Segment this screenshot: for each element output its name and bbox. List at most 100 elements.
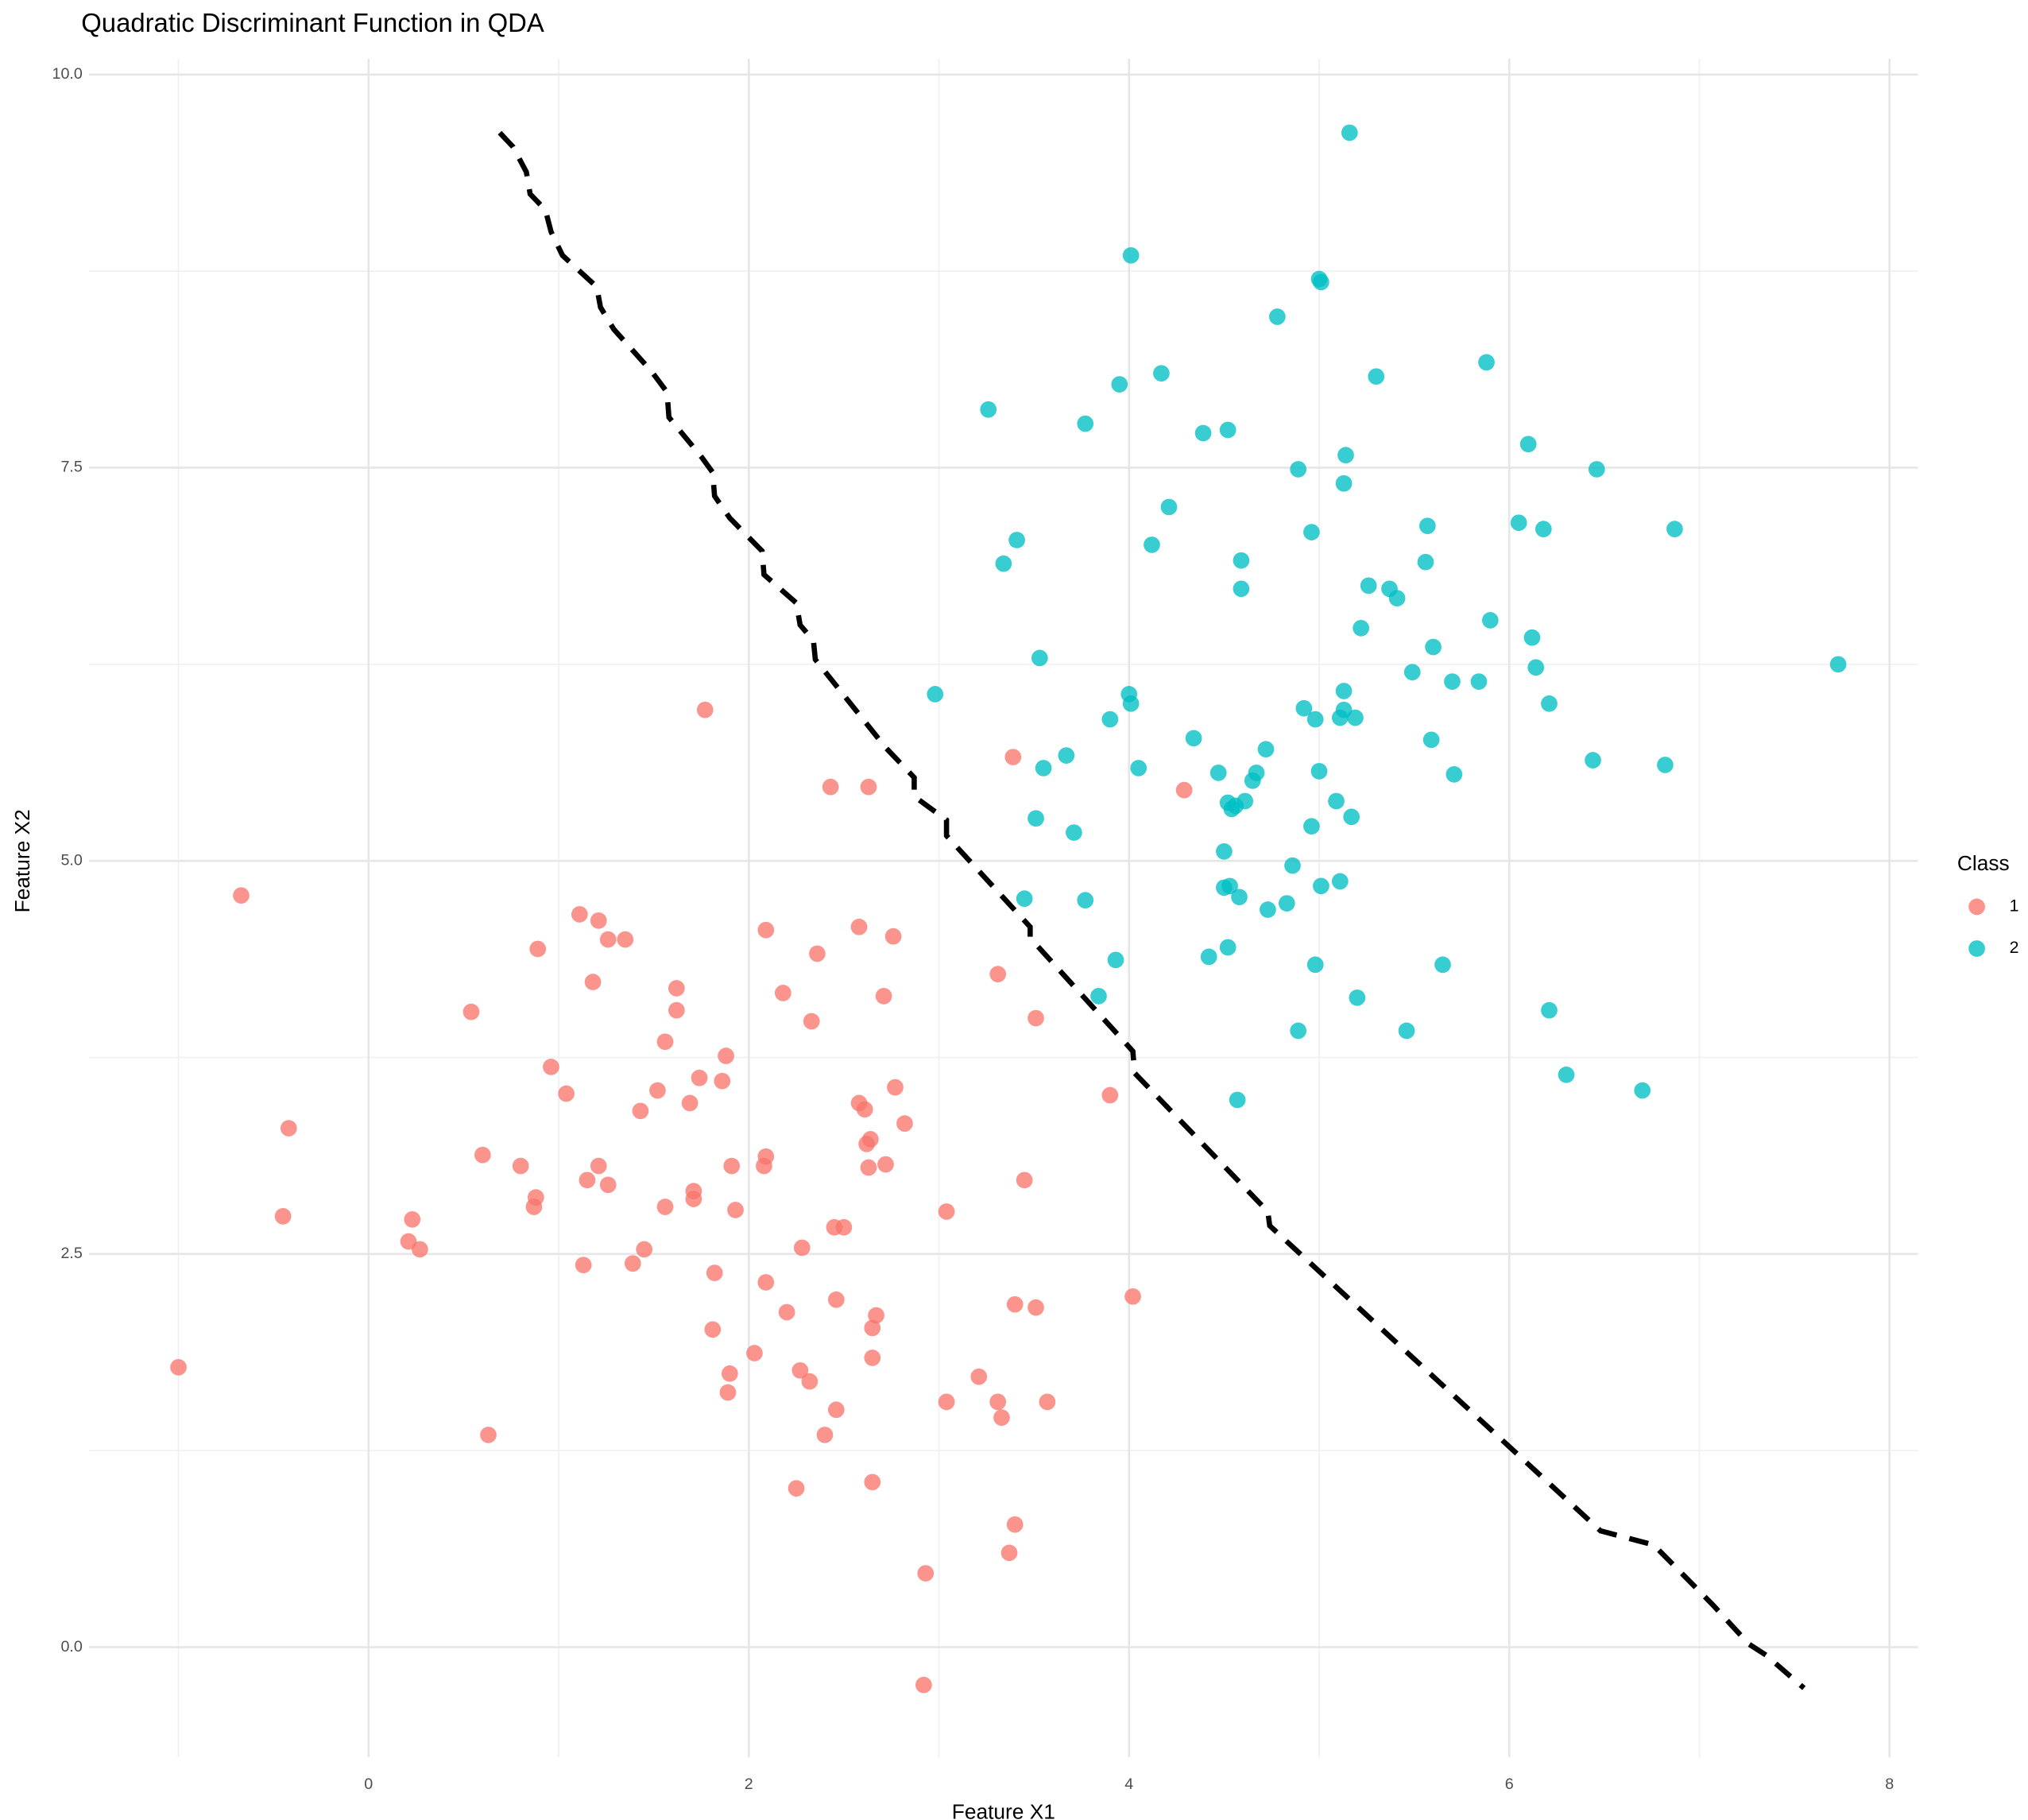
- point: [1829, 656, 1847, 673]
- y-axis-label: Feature X2: [10, 809, 34, 912]
- point: [862, 1131, 879, 1148]
- point: [864, 1350, 881, 1366]
- point: [1422, 731, 1440, 749]
- point: [1200, 948, 1217, 966]
- point: [480, 1427, 497, 1443]
- point: [1175, 781, 1193, 799]
- point: [809, 945, 826, 962]
- point: [1478, 354, 1495, 371]
- point: [1016, 1171, 1033, 1189]
- point: [590, 1157, 607, 1175]
- point: [1028, 810, 1044, 827]
- point: [816, 1427, 834, 1443]
- point: [1481, 612, 1499, 629]
- point: [274, 1208, 292, 1225]
- point: [1028, 1299, 1044, 1316]
- point: [681, 1094, 699, 1112]
- point: [1341, 124, 1358, 141]
- point: [927, 686, 944, 703]
- point: [1335, 474, 1353, 492]
- point: [875, 987, 892, 1005]
- point: [462, 1003, 480, 1020]
- point: [1541, 695, 1558, 712]
- point: [1666, 521, 1683, 537]
- point: [1209, 764, 1227, 781]
- point: [1077, 892, 1094, 908]
- point: [706, 1264, 723, 1281]
- point: [774, 985, 791, 1001]
- point: [860, 778, 877, 796]
- point: [1039, 1393, 1056, 1411]
- point: [788, 1480, 805, 1497]
- point: [656, 1033, 674, 1051]
- point: [1353, 619, 1369, 637]
- point: [696, 701, 714, 718]
- x-tick-label: 0: [364, 1775, 373, 1793]
- point: [1006, 1516, 1024, 1533]
- point: [571, 906, 588, 923]
- point: [1337, 447, 1354, 463]
- point: [757, 921, 775, 939]
- point: [1470, 673, 1488, 690]
- point: [1229, 1091, 1246, 1109]
- point: [1028, 1009, 1044, 1027]
- point: [1425, 638, 1442, 656]
- point: [1347, 709, 1364, 726]
- point: [685, 1183, 702, 1200]
- y-tick-label: 5.0: [60, 851, 82, 869]
- point: [1523, 629, 1541, 646]
- point: [1368, 368, 1385, 385]
- point: [512, 1157, 529, 1175]
- point: [649, 1082, 666, 1099]
- legend-title: Class: [1957, 851, 2010, 875]
- point: [980, 401, 997, 418]
- point: [1510, 514, 1527, 532]
- point: [719, 1384, 737, 1401]
- point: [1090, 987, 1107, 1005]
- point: [590, 912, 607, 929]
- point: [1634, 1082, 1651, 1099]
- point: [412, 1241, 428, 1258]
- point: [579, 1171, 596, 1189]
- point: [746, 1345, 763, 1361]
- x-tick-label: 8: [1885, 1775, 1894, 1793]
- point: [1233, 552, 1250, 569]
- point: [917, 1565, 935, 1582]
- point: [170, 1358, 187, 1376]
- point: [1219, 421, 1237, 439]
- point: [1398, 1022, 1415, 1040]
- point: [1035, 760, 1052, 776]
- point: [558, 1085, 575, 1102]
- point: [1310, 763, 1328, 780]
- point: [793, 1239, 811, 1257]
- legend-label: 2: [2010, 938, 2019, 957]
- point: [1058, 747, 1075, 764]
- point: [529, 940, 547, 958]
- chart-title: Quadratic Discriminant Function in QDA: [81, 8, 544, 37]
- legend-marker: [1968, 940, 1985, 957]
- point: [1419, 517, 1436, 535]
- point: [474, 1146, 491, 1164]
- point: [1349, 989, 1366, 1006]
- point: [1434, 956, 1451, 974]
- point: [1331, 873, 1349, 890]
- point: [1290, 1022, 1307, 1040]
- point: [1153, 365, 1170, 382]
- point: [864, 1319, 881, 1337]
- point: [1303, 818, 1320, 834]
- point: [1221, 877, 1238, 895]
- point: [1260, 901, 1276, 918]
- point: [1111, 376, 1128, 393]
- point: [856, 1101, 873, 1118]
- point: [543, 1059, 559, 1075]
- point: [599, 1176, 617, 1194]
- point: [584, 974, 602, 990]
- point: [1130, 760, 1148, 776]
- point: [599, 931, 617, 948]
- point: [1233, 580, 1250, 598]
- point: [656, 1198, 674, 1215]
- point: [1417, 553, 1434, 571]
- point: [624, 1255, 641, 1272]
- point: [1194, 424, 1212, 442]
- point: [714, 1072, 731, 1090]
